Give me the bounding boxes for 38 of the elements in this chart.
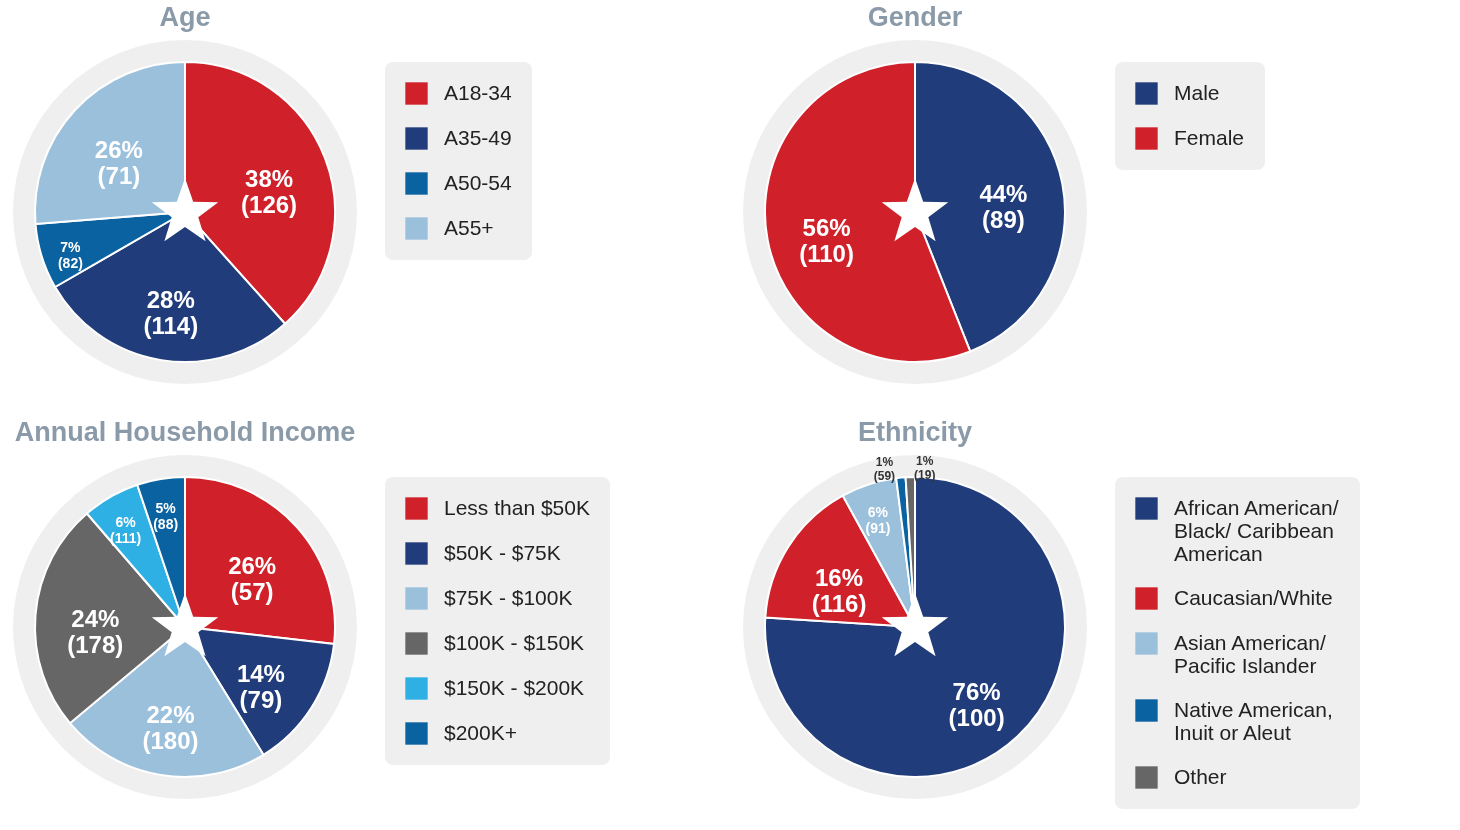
data-label: 14% (79) <box>236 660 285 714</box>
data-label: 6% (111) <box>109 513 142 546</box>
data-label: 26% (57) <box>228 552 277 606</box>
chart-title: Gender <box>866 2 964 33</box>
legend-label: Less than $50K <box>444 495 590 519</box>
data-label: 44% (89) <box>979 180 1028 234</box>
chart-title: Annual Household Income <box>13 417 357 448</box>
chart-title: Ethnicity <box>857 417 973 448</box>
data-label: 5% (88) <box>153 499 179 532</box>
legend-label: $50K - $75K <box>444 540 561 564</box>
data-label: 22% (180) <box>142 700 199 754</box>
data-label: 1% (59) <box>873 454 896 483</box>
legend-label: African American/ Black/ Caribbean American <box>1174 495 1339 565</box>
legend-label: Other <box>1174 764 1227 788</box>
data-label: 7% (82) <box>57 238 83 271</box>
data-label: 26% (71) <box>94 135 143 189</box>
legend-label: Asian American/ Pacific Islander <box>1174 630 1326 677</box>
data-label: 6% (91) <box>865 503 891 536</box>
legend-label: A50-54 <box>444 170 513 194</box>
legend-label: $150K - $200K <box>444 675 585 699</box>
chart-title: Age <box>158 2 212 33</box>
legend-label: $200K+ <box>444 720 517 744</box>
data-label: 28% (114) <box>143 285 199 339</box>
data-label: 24% (178) <box>67 604 124 658</box>
legend-label: Female <box>1174 125 1245 149</box>
legend-label: $75K - $100K <box>444 585 573 609</box>
legend-label: Male <box>1174 80 1220 104</box>
legend-label: Caucasian/White <box>1174 585 1333 609</box>
legend-label: A18-34 <box>444 80 513 104</box>
legend-label: A35-49 <box>444 125 512 149</box>
data-label: 56% (110) <box>799 213 854 267</box>
data-label: 38% (126) <box>241 164 298 218</box>
data-label: 16% (116) <box>811 563 867 617</box>
legend-label: $100K - $150K <box>444 630 585 654</box>
legend-label: Native American, Inuit or Aleut <box>1174 697 1333 744</box>
data-label: 1% (19) <box>914 454 936 483</box>
legend-label: A55+ <box>444 215 494 239</box>
data-label: 76% (100) <box>948 677 1005 731</box>
